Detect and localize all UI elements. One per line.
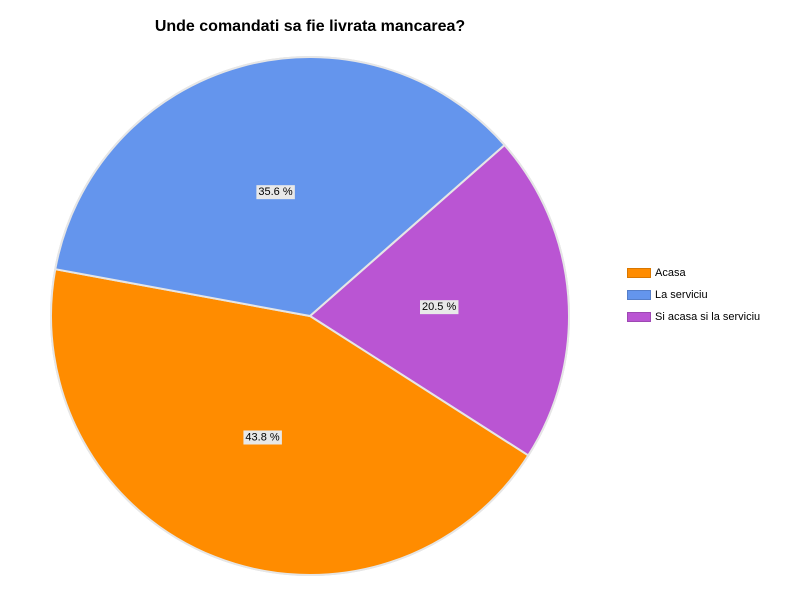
legend-swatch-acasa: [627, 268, 651, 278]
legend-label-si-acasa-si-la-serviciu: Si acasa si la serviciu: [655, 311, 761, 323]
legend-item-acasa: Acasa: [627, 266, 760, 280]
data-label-text-si-acasa-si-la-serviciu: 20.5 %: [422, 301, 456, 313]
data-label-text-acasa: 43.8 %: [245, 431, 279, 443]
data-label-acasa: 43.8 %: [243, 430, 282, 445]
legend-label-la-serviciu: La serviciu: [655, 289, 708, 301]
data-label-bg-si-acasa-si-la-serviciu: [419, 300, 459, 315]
chart-title: Unde comandati sa fie livrata mancarea?: [154, 18, 466, 35]
legend-item-si-acasa-si-la-serviciu: Si acasa si la serviciu: [627, 310, 760, 324]
legend-label-acasa: Acasa: [655, 267, 686, 279]
data-label-si-acasa-si-la-serviciu: 20.5 %: [419, 300, 459, 315]
data-label-bg-acasa: [243, 430, 282, 445]
data-label-la-serviciu: 35.6 %: [256, 185, 295, 200]
legend-swatch-la-serviciu: [627, 290, 651, 300]
legend: Acasa La serviciu Si acasa si la servici…: [627, 266, 760, 332]
data-label-bg-la-serviciu: [256, 185, 295, 200]
legend-item-la-serviciu: La serviciu: [627, 288, 760, 302]
legend-swatch-si-acasa-si-la-serviciu: [627, 312, 651, 322]
pie-slice-acasa: [50, 268, 530, 576]
data-label-text-la-serviciu: 35.6 %: [258, 186, 292, 198]
